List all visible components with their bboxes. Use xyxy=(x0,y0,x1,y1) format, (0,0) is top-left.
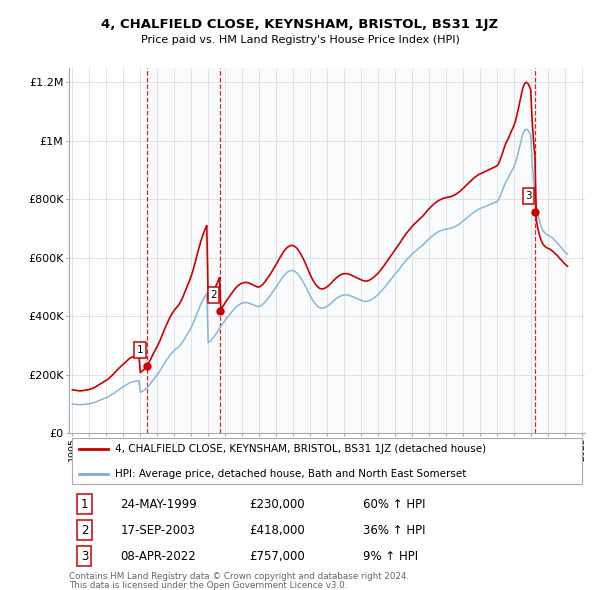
Text: 2: 2 xyxy=(81,524,88,537)
Text: £757,000: £757,000 xyxy=(250,550,305,563)
Text: 3: 3 xyxy=(525,191,532,201)
Text: 17-SEP-2003: 17-SEP-2003 xyxy=(121,524,196,537)
Text: 24-MAY-1999: 24-MAY-1999 xyxy=(121,497,197,510)
Text: 1: 1 xyxy=(81,497,88,510)
Bar xyxy=(147,68,220,433)
Text: HPI: Average price, detached house, Bath and North East Somerset: HPI: Average price, detached house, Bath… xyxy=(115,469,467,478)
Text: 36% ↑ HPI: 36% ↑ HPI xyxy=(363,524,425,537)
Text: 1: 1 xyxy=(137,345,143,355)
Text: 60% ↑ HPI: 60% ↑ HPI xyxy=(363,497,425,510)
Text: £418,000: £418,000 xyxy=(250,524,305,537)
Text: 4, CHALFIELD CLOSE, KEYNSHAM, BRISTOL, BS31 1JZ (detached house): 4, CHALFIELD CLOSE, KEYNSHAM, BRISTOL, B… xyxy=(115,444,487,454)
Text: 3: 3 xyxy=(81,550,88,563)
Bar xyxy=(220,68,535,433)
Text: 08-APR-2022: 08-APR-2022 xyxy=(121,550,196,563)
Text: £230,000: £230,000 xyxy=(250,497,305,510)
Text: This data is licensed under the Open Government Licence v3.0.: This data is licensed under the Open Gov… xyxy=(69,581,347,590)
Text: Contains HM Land Registry data © Crown copyright and database right 2024.: Contains HM Land Registry data © Crown c… xyxy=(69,572,409,581)
Text: 9% ↑ HPI: 9% ↑ HPI xyxy=(363,550,418,563)
Text: 2: 2 xyxy=(210,290,217,300)
FancyBboxPatch shape xyxy=(71,438,583,484)
Text: 4, CHALFIELD CLOSE, KEYNSHAM, BRISTOL, BS31 1JZ: 4, CHALFIELD CLOSE, KEYNSHAM, BRISTOL, B… xyxy=(101,18,499,31)
Bar xyxy=(535,68,569,433)
Text: Price paid vs. HM Land Registry's House Price Index (HPI): Price paid vs. HM Land Registry's House … xyxy=(140,35,460,45)
